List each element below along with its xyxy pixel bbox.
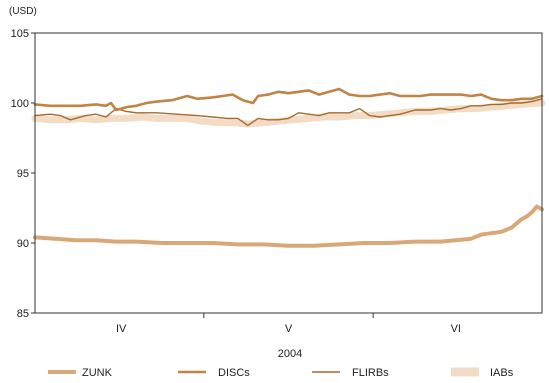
x-tick-label: VI [451, 323, 461, 335]
y-tick-label: 90 [17, 238, 29, 250]
legend-label-discs: DISCs [218, 367, 250, 379]
x-tick-label: IV [116, 323, 127, 335]
legend: ZUNK DISCs FLIRBs IABs [48, 367, 514, 379]
series-line-zunk [33, 204, 544, 248]
y-tick-label: 100 [11, 98, 29, 110]
y-tick-label: 95 [17, 168, 29, 180]
y-tick-label: 105 [11, 28, 29, 40]
x-tick-label: V [285, 323, 293, 335]
series-line-discs [33, 87, 544, 112]
x-axis: IV V VI [116, 313, 461, 335]
legend-label-zunk: ZUNK [82, 367, 113, 379]
plot-frame [34, 32, 543, 314]
y-tick-label: 85 [17, 308, 29, 320]
plot-area [31, 87, 546, 248]
unit-label: (USD) [9, 6, 37, 17]
x-axis-label: 2004 [278, 348, 302, 360]
legend-label-iabs: IABs [490, 367, 514, 379]
y-axis: 85 90 95 100 105 [11, 28, 35, 320]
legend-label-flirbs: FLIRBs [352, 367, 389, 379]
